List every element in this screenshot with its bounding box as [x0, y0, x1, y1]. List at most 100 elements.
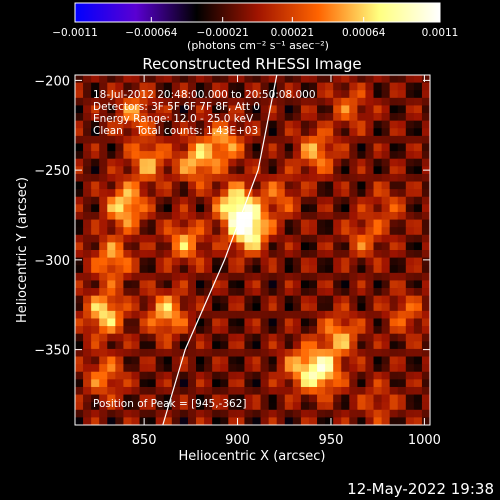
heatmap-cell: [212, 371, 221, 380]
heatmap-cell: [325, 386, 334, 395]
heatmap-cell: [123, 257, 132, 266]
heatmap-cell: [196, 173, 205, 182]
heatmap-cell: [421, 97, 430, 106]
heatmap-cell: [171, 356, 181, 365]
heatmap-cell: [268, 120, 278, 129]
heatmap-cell: [220, 219, 229, 228]
heatmap-cell: [292, 90, 302, 99]
heatmap-cell: [155, 265, 165, 274]
heatmap-cell: [155, 417, 165, 425]
heatmap-cell: [220, 128, 229, 137]
heatmap-cell: [123, 371, 132, 380]
heatmap-cell: [300, 310, 310, 319]
heatmap-cell: [171, 181, 181, 190]
heatmap-cell: [276, 364, 286, 373]
heatmap-cell: [163, 356, 173, 365]
heatmap-cell: [220, 151, 229, 160]
heatmap-cell: [397, 272, 407, 281]
heatmap-cell: [341, 166, 350, 175]
heatmap-cell: [421, 348, 430, 357]
heatmap-cell: [325, 394, 334, 403]
heatmap-cell: [75, 105, 84, 114]
heatmap-cell: [357, 371, 366, 380]
heatmap-cell: [155, 113, 165, 122]
heatmap-cell: [333, 143, 342, 152]
heatmap-cell: [381, 257, 391, 266]
heatmap-cell: [75, 158, 84, 167]
heatmap-cell: [179, 295, 189, 304]
heatmap-cell: [83, 151, 92, 160]
heatmap-cell: [373, 120, 382, 129]
heatmap-cell: [244, 151, 253, 160]
heatmap-cell: [341, 257, 350, 266]
heatmap-cell: [212, 105, 221, 114]
heatmap-cell: [236, 97, 245, 106]
heatmap-cell: [244, 326, 253, 335]
heatmap-cell: [220, 113, 229, 122]
heatmap-cell: [349, 326, 358, 335]
heatmap-cell: [91, 341, 100, 350]
heatmap-cell: [397, 341, 407, 350]
heatmap-cell: [268, 409, 278, 418]
heatmap-cell: [212, 166, 221, 175]
heatmap-cell: [155, 211, 165, 220]
heatmap-cell: [107, 348, 116, 357]
heatmap-cell: [260, 272, 270, 281]
heatmap-cell: [333, 417, 342, 425]
heatmap-cell: [308, 318, 318, 327]
heatmap-cell: [228, 151, 237, 160]
heatmap-cell: [325, 82, 334, 91]
heatmap-cell: [268, 204, 278, 213]
heatmap-cell: [220, 90, 229, 99]
heatmap-cell: [115, 280, 124, 289]
heatmap-cell: [317, 333, 326, 342]
heatmap-cell: [163, 181, 173, 190]
heatmap-cell: [115, 135, 124, 144]
heatmap-cell: [413, 189, 423, 198]
heatmap-cell: [405, 173, 415, 182]
heatmap-cell: [421, 105, 430, 114]
heatmap-cell: [333, 394, 342, 403]
heatmap-cell: [179, 402, 189, 411]
heatmap-cell: [308, 295, 318, 304]
heatmap-cell: [91, 386, 100, 395]
heatmap-cell: [196, 371, 205, 380]
heatmap-cell: [179, 196, 189, 205]
heatmap-cell: [123, 409, 132, 418]
heatmap-cell: [236, 219, 245, 228]
heatmap-cell: [131, 386, 140, 395]
heatmap-cell: [99, 204, 108, 213]
heatmap-cell: [413, 204, 423, 213]
heatmap-cell: [107, 295, 116, 304]
heatmap-cell: [397, 310, 407, 319]
heatmap-cell: [357, 341, 366, 350]
heatmap-cell: [300, 113, 310, 122]
heatmap-cell: [115, 265, 124, 274]
heatmap-cell: [317, 128, 326, 137]
heatmap-cell: [228, 120, 237, 129]
heatmap-cell: [107, 402, 116, 411]
heatmap-cell: [325, 272, 334, 281]
heatmap-cell: [83, 234, 92, 243]
heatmap-cell: [300, 242, 310, 251]
heatmap-cell: [228, 280, 237, 289]
heatmap-cell: [260, 227, 270, 236]
heatmap-cell: [276, 204, 286, 213]
heatmap-cell: [349, 250, 358, 259]
heatmap-cell: [212, 113, 221, 122]
heatmap-cell: [171, 280, 181, 289]
heatmap-cell: [228, 272, 237, 281]
heatmap-cell: [260, 166, 270, 175]
heatmap-cell: [75, 120, 84, 129]
heatmap-cell: [308, 394, 318, 403]
heatmap-cell: [373, 310, 382, 319]
heatmap-cell: [107, 151, 116, 160]
heatmap-cell: [341, 219, 350, 228]
heatmap-cell: [179, 326, 189, 335]
heatmap-cell: [91, 257, 100, 266]
heatmap-cell: [284, 166, 294, 175]
heatmap-cell: [333, 151, 342, 160]
heatmap-cell: [341, 348, 350, 357]
heatmap-cell: [204, 219, 213, 228]
heatmap-cell: [349, 356, 358, 365]
